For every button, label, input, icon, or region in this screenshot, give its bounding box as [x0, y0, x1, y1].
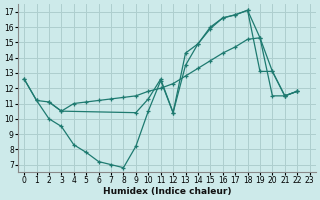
X-axis label: Humidex (Indice chaleur): Humidex (Indice chaleur): [103, 187, 231, 196]
